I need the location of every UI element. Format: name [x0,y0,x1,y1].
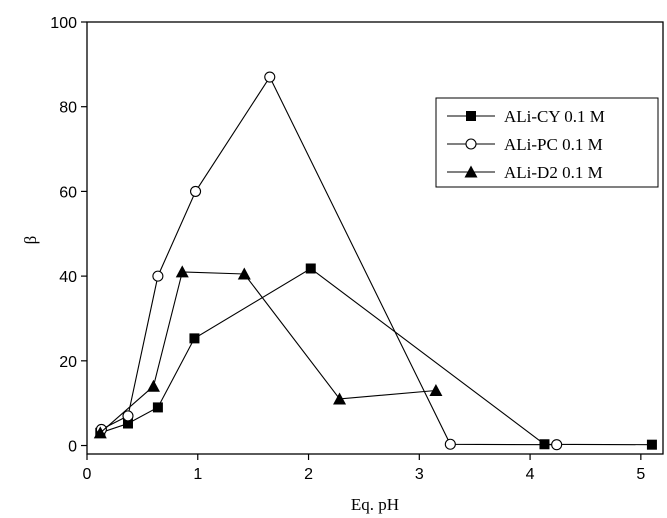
legend-marker [466,111,476,121]
data-point [175,265,189,278]
y-axis: 0 20 40 60 80 100 [50,15,87,456]
y-tick-label: 40 [59,269,77,286]
x-tick-label: 3 [415,466,424,483]
data-point [444,438,456,450]
data-point [93,426,107,439]
x-axis-title: Eq. pH [351,495,399,514]
legend-label: ALi-PC 0.1 M [504,135,603,154]
x-tick-label: 2 [304,466,313,483]
legend-label: ALi-D2 0.1 M [504,163,603,182]
data-point [189,333,200,344]
y-tick-label: 20 [59,354,77,371]
y-tick-label: 60 [59,184,77,201]
data-point [305,263,316,274]
x-tick-label: 5 [636,466,645,483]
data-point [237,267,251,280]
data-point [190,185,202,197]
data-point [264,71,276,83]
data-point [152,270,164,282]
x-tick-label: 4 [526,466,535,483]
legend-marker [464,165,478,178]
series-line [99,271,436,434]
x-tick-label: 0 [83,466,92,483]
series-layer [93,71,657,451]
legend-marker [465,138,477,150]
series-line [100,267,652,446]
legend-label: ALi-CY 0.1 M [504,107,605,126]
y-tick-label: 80 [59,100,77,117]
data-point [429,383,443,396]
data-point [152,402,163,413]
series-3 [93,265,443,439]
series-1 [95,263,657,450]
y-tick-label: 100 [50,15,77,32]
data-point [551,439,563,451]
data-point [146,379,160,392]
data-point [122,418,133,429]
x-tick-label: 1 [193,466,202,483]
y-tick-label: 0 [68,439,77,456]
x-axis: 0 1 2 3 4 5 [83,454,645,483]
data-point [122,410,134,422]
y-axis-title: β [21,236,40,245]
data-point [646,439,657,450]
legend: ALi-CY 0.1 M ALi-PC 0.1 M ALi-D2 0.1 M [435,97,659,188]
data-point [333,392,347,405]
plot-frame [86,21,664,455]
